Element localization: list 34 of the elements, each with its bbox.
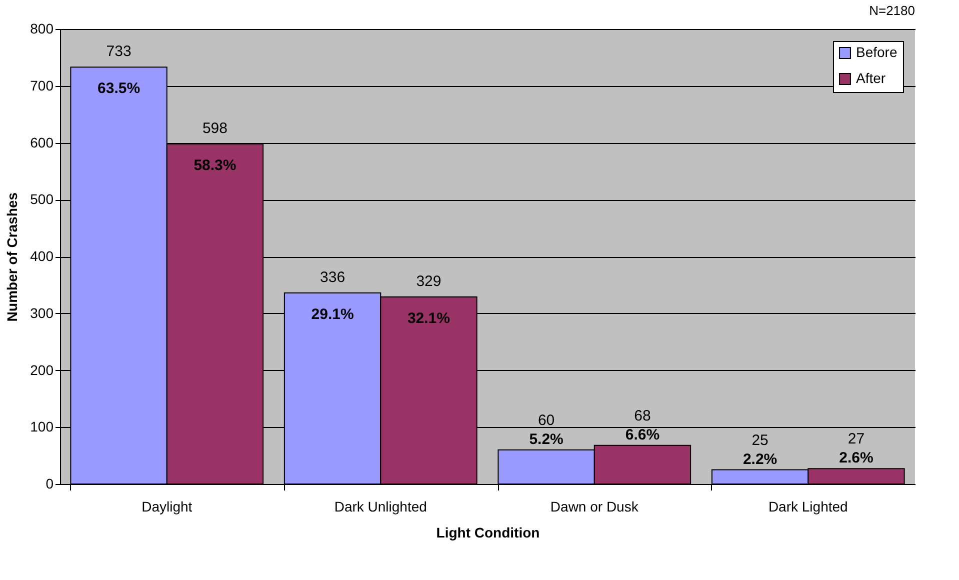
annotation: 2.2%	[742, 450, 778, 468]
annotation: 29.1%	[311, 306, 354, 323]
y-tick-label: 100	[30, 418, 54, 435]
data-label: 25	[752, 432, 768, 449]
y-tick-label: 700	[30, 77, 54, 94]
data-label: 336	[320, 268, 346, 286]
annotation: 63.5%	[98, 80, 140, 98]
x-axis-title: Light Condition	[436, 524, 540, 540]
annotation: 5.2%	[529, 430, 564, 448]
annotation: 2.6%	[839, 450, 874, 467]
y-tick-label: 0	[46, 476, 54, 492]
annotation: 32.1%	[407, 310, 450, 327]
y-tick-label: 600	[30, 134, 54, 150]
y-tick-label: 200	[30, 362, 54, 378]
y-tick-label: 300	[30, 304, 54, 321]
annotation: 6.6%	[625, 426, 660, 444]
data-label: 329	[416, 272, 442, 290]
text: N=2180	[869, 3, 915, 18]
legend-label: Before	[856, 44, 898, 60]
y-tick-label: 400	[30, 248, 54, 264]
legend-label: After	[856, 70, 886, 86]
data-label: 598	[202, 120, 228, 137]
y-axis-title: Number of Crashes	[4, 192, 20, 322]
data-label: 60	[538, 412, 555, 429]
x-tick-label: Dark Lighted	[768, 498, 848, 514]
data-label: 733	[106, 43, 132, 60]
data-label: 68	[634, 407, 651, 424]
y-tick-label: 800	[30, 20, 54, 36]
annotation: 58.3%	[194, 156, 236, 174]
x-tick-label: Daylight	[142, 498, 192, 514]
y-tick-label: 500	[30, 191, 54, 208]
x-tick-label: Dawn or Dusk	[550, 498, 640, 514]
x-tick-label: Dark Unlighted	[334, 498, 427, 514]
data-label: 27	[848, 430, 865, 448]
